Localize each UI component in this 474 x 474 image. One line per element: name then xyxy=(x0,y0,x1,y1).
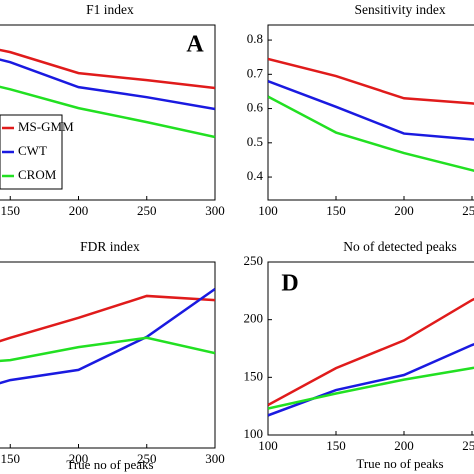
panel: F1 index A 150 200 250 300 MS-GMM CWT CROM xyxy=(0,2,225,218)
lines xyxy=(268,57,474,172)
y-tick-label: 0.8 xyxy=(247,31,263,46)
x-tick-label: 250 xyxy=(462,438,474,453)
x-tick-label: 100 xyxy=(258,203,278,218)
x-tick-label: 200 xyxy=(69,203,89,218)
lines xyxy=(0,48,215,139)
x-tick-label: 250 xyxy=(137,451,157,466)
x-tick-label: 250 xyxy=(137,203,157,218)
x-tick-label: 150 xyxy=(326,203,346,218)
series-line xyxy=(0,287,215,385)
panel-title: No of detected peaks xyxy=(343,239,457,254)
x-tick-label: 200 xyxy=(69,451,89,466)
panel: Sensitivity index 100 150 200 250 0.4 0.5 0.6 0.… xyxy=(247,2,474,218)
y-tick-label: 0.6 xyxy=(247,100,264,115)
legend-label: CROM xyxy=(18,167,57,182)
series-line xyxy=(0,48,215,90)
legend-label: CWT xyxy=(18,143,47,158)
x-tick-label: 150 xyxy=(326,438,346,453)
y-tick-label: 0.4 xyxy=(247,168,264,183)
panel-letter: D xyxy=(281,271,298,297)
lines xyxy=(0,287,215,385)
series-line xyxy=(268,95,474,172)
x-axis-label: True no of peaks xyxy=(66,457,153,472)
x-tick-label: 300 xyxy=(205,203,225,218)
legend-label: MS-GMM xyxy=(18,119,74,134)
panel-letter: A xyxy=(186,32,204,58)
x-tick-label: 150 xyxy=(1,203,21,218)
y-tick-label: 0.7 xyxy=(247,65,264,80)
x-tick-label: 300 xyxy=(205,451,225,466)
panel: No of detected peaks D True no of peaks 100… xyxy=(244,239,474,471)
panel-title: FDR index xyxy=(80,239,140,254)
axes-frame xyxy=(267,261,474,436)
x-tick-label: 150 xyxy=(1,451,21,466)
x-tick-label: 200 xyxy=(394,438,414,453)
x-tick-label: 250 xyxy=(462,203,474,218)
series-line xyxy=(0,85,215,139)
panel: FDR index True no of peaks 150 200 250 300 xyxy=(0,239,225,472)
y-tick-label: 0.5 xyxy=(247,134,263,149)
series-line xyxy=(268,297,474,407)
series-line xyxy=(0,294,215,343)
y-tick-label: 150 xyxy=(244,368,264,383)
series-line xyxy=(268,57,474,105)
lines xyxy=(268,297,474,417)
y-tick-label: 250 xyxy=(244,253,264,268)
series-line xyxy=(0,58,215,111)
y-tick-label: 100 xyxy=(244,426,264,441)
series-line xyxy=(268,79,474,141)
y-tick-label: 200 xyxy=(244,311,264,326)
panel-title: F1 index xyxy=(86,2,134,17)
series-line xyxy=(0,336,215,363)
x-tick-label: 200 xyxy=(394,203,414,218)
series-line xyxy=(268,366,474,410)
panel-title: Sensitivity index xyxy=(354,2,445,17)
x-axis-label: True no of peaks xyxy=(356,456,443,471)
x-tick-label: 100 xyxy=(258,438,278,453)
